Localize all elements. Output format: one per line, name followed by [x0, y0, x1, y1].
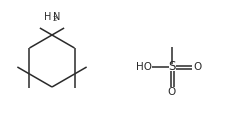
Text: O: O	[193, 62, 201, 72]
Text: 2: 2	[53, 16, 57, 22]
Text: S: S	[168, 61, 176, 74]
Text: N: N	[53, 12, 61, 22]
Text: O: O	[168, 87, 176, 97]
Text: HO: HO	[136, 62, 152, 72]
Text: H: H	[44, 12, 52, 22]
